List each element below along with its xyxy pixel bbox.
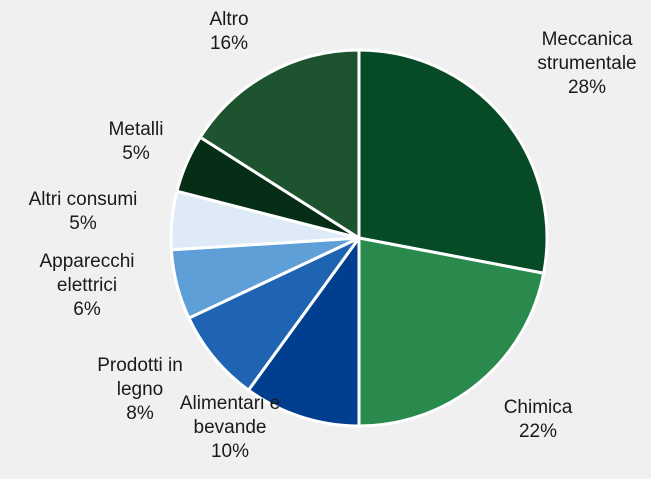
pie-slice xyxy=(187,236,361,392)
slice-name: Altro xyxy=(209,9,248,30)
slice-percent: 5% xyxy=(122,143,150,164)
slice-label: Meccanica strumentale 28% xyxy=(537,29,636,98)
slice-label: Prodotti in legno 8% xyxy=(97,355,183,424)
slice-percent: 8% xyxy=(126,403,154,424)
slice-name: Chimica xyxy=(504,397,573,418)
pie-slices xyxy=(169,48,549,428)
slice-name: Alimentari e xyxy=(180,393,280,414)
slice-percent: 22% xyxy=(519,421,557,442)
slice-name: bevande xyxy=(194,417,267,438)
slice-label: Metalli 5% xyxy=(109,119,164,164)
slice-name: Prodotti in xyxy=(97,355,183,376)
slice-name: elettrici xyxy=(57,275,117,296)
slice-name: Meccanica xyxy=(542,29,633,50)
slice-label: Alimentari e bevande 10% xyxy=(180,393,280,462)
slice-name: Apparecchi xyxy=(39,251,134,272)
slice-percent: 10% xyxy=(211,441,249,462)
slice-label: Apparecchi elettrici 6% xyxy=(39,251,134,320)
slice-percent: 6% xyxy=(73,299,101,320)
slice-name: legno xyxy=(117,379,164,400)
slice-percent: 5% xyxy=(69,213,97,234)
slice-percent: 28% xyxy=(568,77,606,98)
slice-name: strumentale xyxy=(537,53,636,74)
slice-label: Chimica 22% xyxy=(504,397,573,442)
slice-percent: 16% xyxy=(210,33,248,54)
pie-slice xyxy=(357,48,549,275)
slice-name: Metalli xyxy=(109,119,164,140)
pie-labels: Meccanica strumentale 28% Chimica 22% Aliment… xyxy=(29,9,637,462)
pie-slice xyxy=(198,48,361,240)
slice-label: Altri consumi 5% xyxy=(29,189,138,234)
slice-name: Altri consumi xyxy=(29,189,138,210)
pie-slice xyxy=(357,236,546,428)
slice-label: Altro 16% xyxy=(209,9,248,54)
pie-slice xyxy=(247,236,361,428)
